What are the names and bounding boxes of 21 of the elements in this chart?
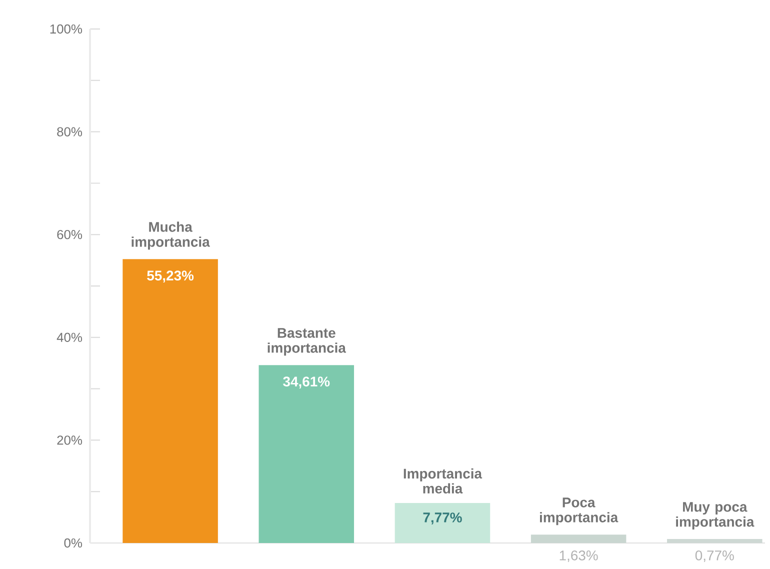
bar: [530, 534, 626, 543]
bar: [394, 503, 490, 543]
data-label: 1,63%: [560, 550, 598, 562]
x-tick-label: Muy poca importancia: [676, 502, 754, 530]
bar: [258, 365, 354, 543]
x-tick-label: Importancia media: [404, 468, 482, 494]
data-label: 34,61%: [283, 376, 330, 389]
y-tick-label: 20%: [57, 436, 82, 445]
data-label: 7,77%: [423, 512, 462, 524]
y-tick-label: 100%: [50, 24, 82, 34]
y-tick-label: 60%: [57, 230, 82, 240]
y-tick-label: 80%: [57, 127, 82, 136]
y-tick-label: 40%: [56, 332, 82, 342]
data-label: 55,23%: [147, 270, 194, 283]
bar: [122, 259, 218, 543]
x-tick-label: Mucha importancia: [132, 222, 210, 250]
x-tick-label: Poca importancia: [540, 498, 618, 526]
bar: [667, 539, 762, 543]
data-label: 0,77%: [695, 550, 734, 562]
x-tick-label: Bastante importancia: [268, 328, 346, 356]
y-tick-label: 0%: [64, 538, 82, 548]
